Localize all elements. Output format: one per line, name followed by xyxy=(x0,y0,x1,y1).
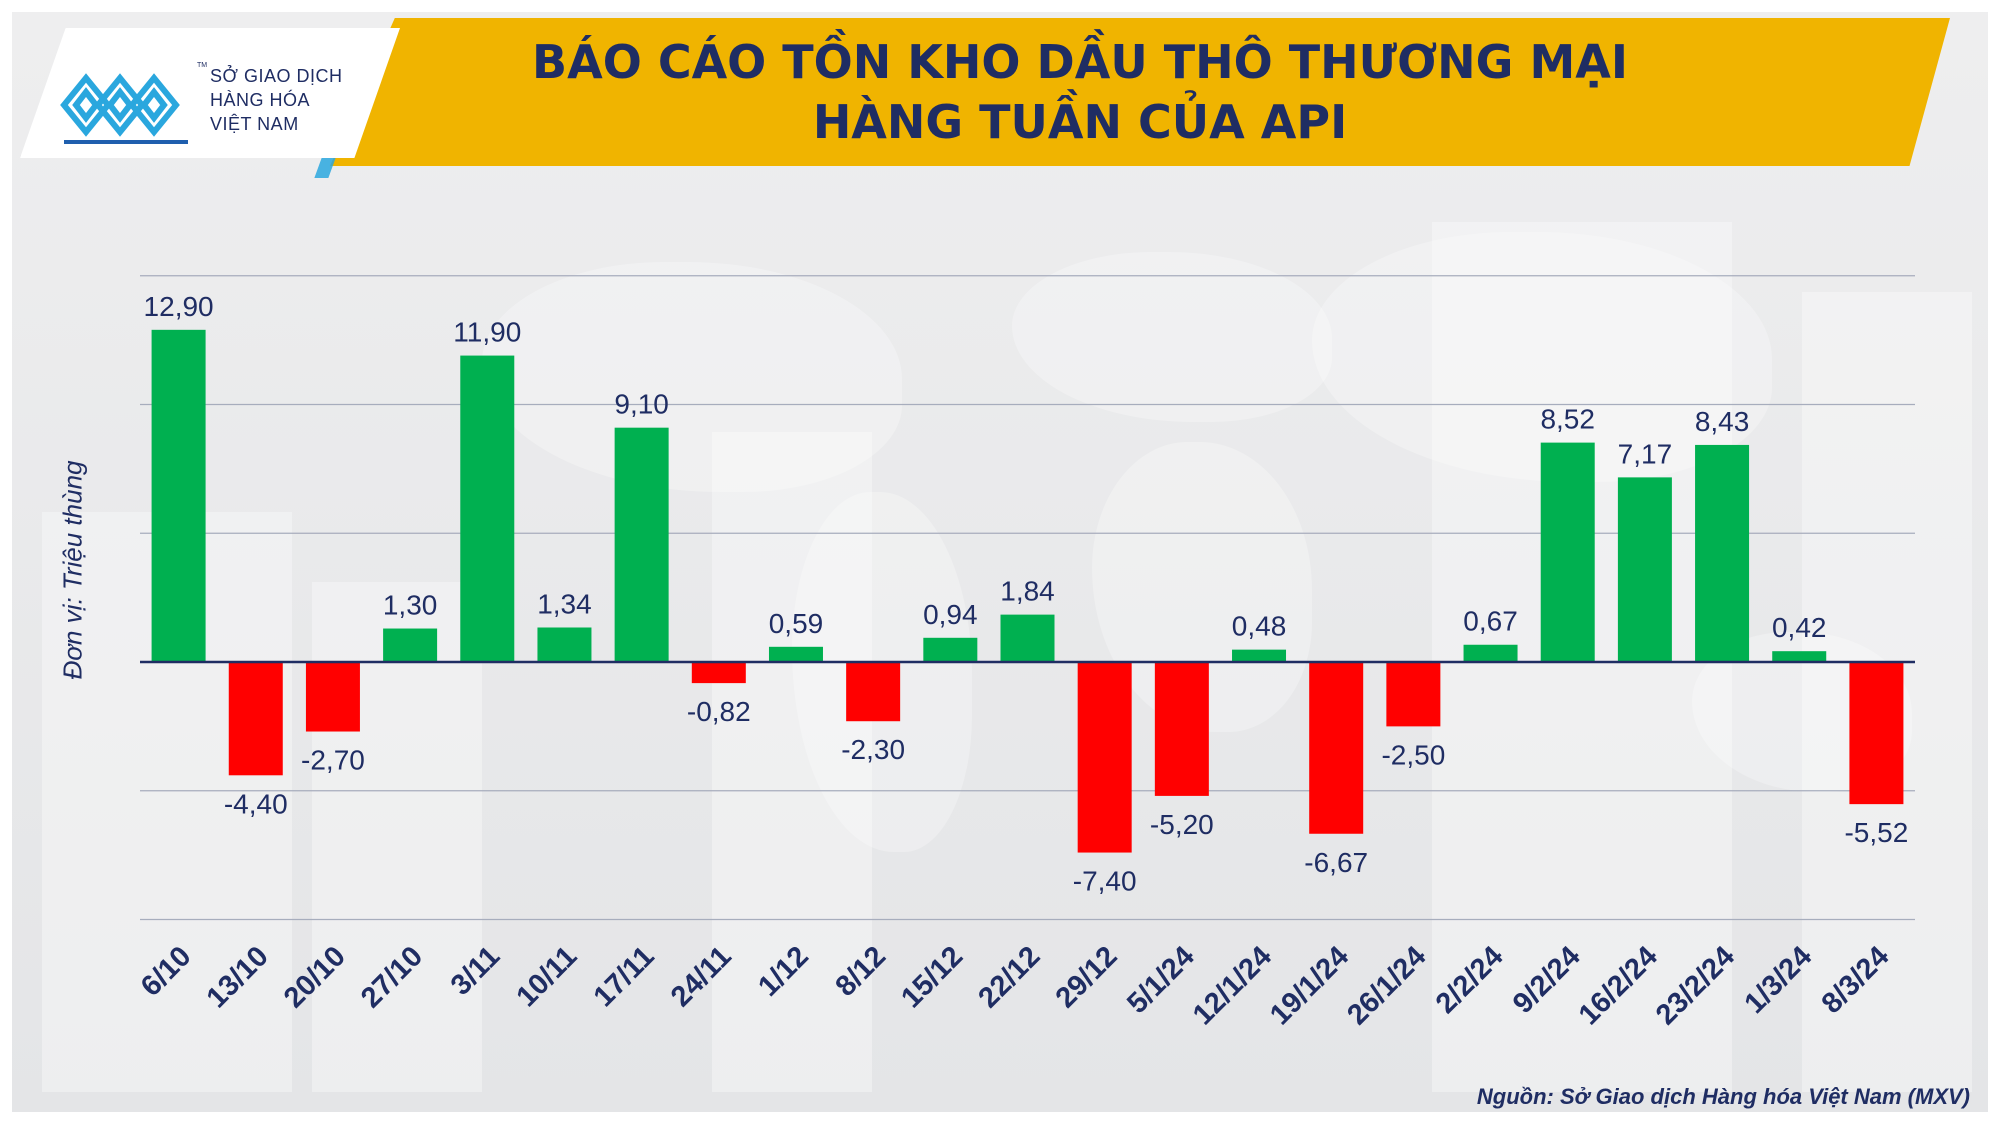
bar-3-11 xyxy=(460,355,515,662)
data-label: 0,94 xyxy=(923,599,978,630)
bar-23-2-24 xyxy=(1695,444,1750,662)
x-tick-label: 20/10 xyxy=(278,940,352,1014)
bar-2-2-24 xyxy=(1463,644,1518,662)
data-label: 8,43 xyxy=(1695,406,1750,437)
bar-1-3-24 xyxy=(1772,651,1827,662)
bar-27-10 xyxy=(383,628,438,662)
data-label: -4,40 xyxy=(224,788,288,819)
x-tick-label: 8/3/24 xyxy=(1816,940,1896,1020)
data-label: 1,30 xyxy=(383,590,438,621)
bar-15-12 xyxy=(923,637,978,662)
source-note: Nguồn: Sở Giao dịch Hàng hóa Việt Nam (M… xyxy=(1476,1084,1970,1109)
background-continent xyxy=(482,262,902,492)
data-label: -2,50 xyxy=(1381,739,1445,770)
data-label: 0,59 xyxy=(769,608,824,639)
x-tick-label: 23/2/24 xyxy=(1650,940,1741,1031)
bar-chart: 12,90 -4,40 -2,70 1,30 11,90 1,34 9,10 -0,82 0,5… xyxy=(135,275,1915,1031)
x-tick-labels: 6/10 13/10 20/10 27/10 3/11 10/11 17/11 24/11 1/… xyxy=(135,940,1895,1031)
x-tick-label: 10/11 xyxy=(511,940,584,1013)
bar-26-1-24 xyxy=(1386,662,1441,727)
x-tick-label: 6/10 xyxy=(135,940,198,1003)
data-label: -0,82 xyxy=(687,696,751,727)
bar-8-3-24 xyxy=(1849,662,1904,805)
data-label: 9,10 xyxy=(614,389,669,420)
data-label: 0,48 xyxy=(1232,611,1287,642)
logo-trademark: TM xyxy=(197,62,208,69)
bar-19-1-24 xyxy=(1309,662,1364,834)
exchange-logo-icon xyxy=(60,73,188,144)
chart-title-line-2: HÀNG TUẦN CỦA API xyxy=(812,95,1348,149)
title-banner xyxy=(330,18,1950,166)
bar-24-11 xyxy=(691,662,746,684)
background-continent xyxy=(1312,232,1772,482)
data-label: 11,90 xyxy=(453,317,521,348)
data-label: 0,42 xyxy=(1772,612,1827,643)
data-label: 8,52 xyxy=(1540,404,1595,435)
x-tick-label: 27/10 xyxy=(355,940,429,1014)
data-label: -5,52 xyxy=(1844,817,1908,848)
background-continent xyxy=(1012,252,1332,422)
data-label: 0,67 xyxy=(1463,606,1518,637)
x-tick-label: 13/10 xyxy=(201,940,275,1014)
x-tick-label: 16/2/24 xyxy=(1573,940,1664,1031)
x-tick-label: 22/12 xyxy=(973,940,1047,1014)
x-tick-label: 17/11 xyxy=(588,940,661,1013)
bar-20-10 xyxy=(305,662,360,732)
bar-6-10 xyxy=(151,329,206,662)
bar-13-10 xyxy=(228,662,283,776)
bar-5-1-24 xyxy=(1154,662,1209,796)
bar-22-12 xyxy=(1000,614,1055,662)
chart-title-line-1: BÁO CÁO TỒN KHO DẦU THÔ THƯƠNG MẠI xyxy=(532,35,1628,89)
data-label: -7,40 xyxy=(1073,866,1137,897)
bar-29-12 xyxy=(1077,662,1132,853)
x-tick-label: 24/11 xyxy=(665,940,738,1013)
bars xyxy=(151,329,1904,853)
x-tick-label: 3/11 xyxy=(445,940,506,1001)
x-tick-label: 29/12 xyxy=(1050,940,1124,1014)
bar-16-2-24 xyxy=(1617,477,1672,662)
bar-1-12 xyxy=(768,646,823,662)
data-label: -2,70 xyxy=(301,745,365,776)
bar-8-12 xyxy=(846,662,901,722)
x-tick-label: 1/12 xyxy=(752,940,815,1003)
x-tick-label: 19/1/24 xyxy=(1264,940,1355,1031)
bar-9-2-24 xyxy=(1540,442,1595,662)
x-tick-label: 1/3/24 xyxy=(1739,940,1819,1020)
logo-text-line-1: SỞ GIAO DỊCH xyxy=(210,66,343,86)
x-tick-label: 8/12 xyxy=(830,940,893,1003)
chart-title: BÁO CÁO TỒN KHO DẦU THÔ THƯƠNG MẠI HÀNG … xyxy=(330,32,1830,152)
bar-12-1-24 xyxy=(1232,649,1287,662)
data-label: 1,34 xyxy=(537,588,592,619)
x-tick-label: 2/2/24 xyxy=(1430,940,1510,1020)
background-building xyxy=(712,432,872,1092)
data-label: 7,17 xyxy=(1618,438,1673,469)
x-tick-label: 12/1/24 xyxy=(1187,940,1278,1031)
data-labels: 12,90 -4,40 -2,70 1,30 11,90 1,34 9,10 -0,82 0,5… xyxy=(144,291,1909,897)
data-label: 1,84 xyxy=(1000,576,1055,607)
logo-text-line-2: HÀNG HÓA xyxy=(210,90,311,110)
logo-text-line-3: VIỆT NAM xyxy=(210,114,299,134)
bar-10-11 xyxy=(537,627,592,662)
bar-17-11 xyxy=(614,427,669,662)
data-label: -2,30 xyxy=(841,734,905,765)
x-tick-label: 26/1/24 xyxy=(1341,940,1432,1031)
data-label: 12,90 xyxy=(144,291,214,322)
data-label: -5,20 xyxy=(1150,809,1214,840)
x-tick-label: 15/12 xyxy=(895,940,969,1014)
data-label: -6,67 xyxy=(1304,847,1368,878)
